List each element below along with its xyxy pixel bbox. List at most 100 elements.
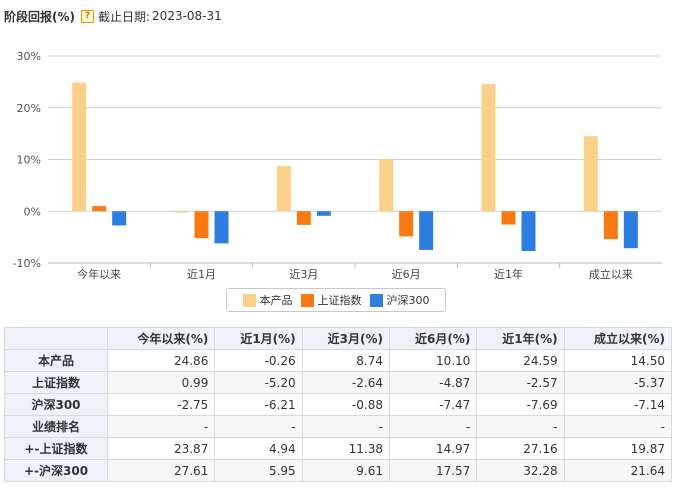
legend-swatch <box>369 293 383 307</box>
table-cell: - <box>388 415 478 438</box>
bar[interactable] <box>481 83 496 212</box>
table-header-cell: 今年以来(%) <box>106 327 216 350</box>
table-cell: 24.86 <box>106 349 216 372</box>
bar[interactable] <box>603 211 618 240</box>
table-row: +-沪深300 27.61 5.95 9.61 17.57 32.28 21.6… <box>4 459 673 482</box>
y-axis-ticks: 30% 20% 10% 0% -10% <box>13 50 41 270</box>
y-tick-label: 30% <box>17 50 41 63</box>
bar[interactable] <box>296 211 311 225</box>
legend-swatch <box>300 293 314 307</box>
bar[interactable] <box>379 158 394 212</box>
table-cell: 5.95 <box>214 459 303 482</box>
table-cell: -0.26 <box>214 349 303 372</box>
table-cell: -5.20 <box>214 371 303 394</box>
bars[interactable] <box>72 82 638 252</box>
bar[interactable] <box>623 211 638 249</box>
table-cell: -4.87 <box>388 371 478 394</box>
table-cell: -5.37 <box>563 371 673 394</box>
bar[interactable] <box>194 211 209 239</box>
bar[interactable] <box>92 206 107 212</box>
bar[interactable] <box>419 211 434 250</box>
legend-item-sse-index[interactable]: 上证指数 <box>300 292 362 308</box>
table-cell: 14.97 <box>388 437 478 460</box>
table-header-cell: 成立以来(%) <box>563 327 673 350</box>
x-tick-label: 近3月 <box>289 268 318 281</box>
table-header-cell: 近6月(%) <box>388 327 478 350</box>
legend-label: 本产品 <box>259 294 293 307</box>
bar[interactable] <box>174 211 189 213</box>
y-tick-label: -10% <box>13 257 41 270</box>
table-cell: 14.50 <box>563 349 673 372</box>
date-label: 截止日期: <box>98 9 151 24</box>
bar[interactable] <box>521 211 536 252</box>
table-header-cell: 近1年(%) <box>476 327 565 350</box>
table-cell: 8.74 <box>301 349 390 372</box>
legend-item-csi300[interactable]: 沪深300 <box>369 292 430 308</box>
bar[interactable] <box>501 211 516 225</box>
date-value: 2023-08-31 <box>152 9 222 23</box>
table-header-cell: 近1月(%) <box>214 327 303 350</box>
row-label: 业绩排名 <box>4 415 108 438</box>
table-cell: -6.21 <box>214 393 303 416</box>
x-tick-label: 近1月 <box>187 268 216 281</box>
bar[interactable] <box>399 211 414 237</box>
table-cell: 32.28 <box>476 459 565 482</box>
table-cell: 9.61 <box>301 459 390 482</box>
table-row: 业绩排名 - - - - - - <box>4 415 673 438</box>
performance-table: 今年以来(%) 近1月(%) 近3月(%) 近6月(%) 近1年(%) 成立以来… <box>4 327 673 482</box>
bar[interactable] <box>112 211 127 226</box>
row-label: 沪深300 <box>4 393 108 416</box>
table-cell: - <box>106 415 216 438</box>
table-header-cell <box>4 327 108 350</box>
bar[interactable] <box>214 211 229 244</box>
table-cell: 23.87 <box>106 437 216 460</box>
y-tick-label: 20% <box>17 102 41 115</box>
y-tick-label: 0% <box>24 205 41 218</box>
table-cell: 27.16 <box>476 437 565 460</box>
table-header-row: 今年以来(%) 近1月(%) 近3月(%) 近6月(%) 近1年(%) 成立以来… <box>4 327 673 350</box>
y-tick-label: 10% <box>17 154 41 167</box>
table-cell: - <box>214 415 303 438</box>
bar[interactable] <box>583 136 598 212</box>
x-tick-label: 今年以来 <box>77 267 121 281</box>
bar-chart: 30% 20% 10% 0% -10% 今年以来 近1月 近3月 近6月 近1年 成立以来 <box>13 50 662 281</box>
table-cell: 27.61 <box>106 459 216 482</box>
table-row: 本产品 24.86 -0.26 8.74 10.10 24.59 14.50 <box>4 349 673 372</box>
table-cell: 10.10 <box>388 349 478 372</box>
table-cell: - <box>301 415 390 438</box>
legend-label: 上证指数 <box>317 294 362 307</box>
x-axis-ticks: 今年以来 近1月 近3月 近6月 近1年 成立以来 <box>77 263 633 281</box>
table-cell: -2.64 <box>301 371 390 394</box>
legend-label: 沪深300 <box>386 294 430 307</box>
table-row: 沪深300 -2.75 -6.21 -0.88 -7.47 -7.69 -7.1… <box>4 393 673 416</box>
table-row: 上证指数 0.99 -5.20 -2.64 -4.87 -2.57 -5.37 <box>4 371 673 394</box>
x-tick-label: 近6月 <box>392 268 421 281</box>
chart-header: 阶段回报(%) ? 截止日期: 2023-08-31 <box>4 7 222 25</box>
table-cell: 11.38 <box>301 437 390 460</box>
question-icon[interactable]: ? <box>81 9 94 23</box>
legend-swatch <box>242 293 256 307</box>
row-label: 本产品 <box>4 349 108 372</box>
table-cell: -2.75 <box>106 393 216 416</box>
table-header-cell: 近3月(%) <box>301 327 390 350</box>
legend-item-product[interactable]: 本产品 <box>242 292 293 308</box>
grid-lines <box>48 55 662 264</box>
table-cell: 17.57 <box>388 459 478 482</box>
table-row: +-上证指数 23.87 4.94 11.38 14.97 27.16 19.8… <box>4 437 673 460</box>
bar[interactable] <box>276 166 291 212</box>
table-cell: 19.87 <box>563 437 673 460</box>
row-label: 上证指数 <box>4 371 108 394</box>
table-cell: -7.69 <box>476 393 565 416</box>
table-cell: 24.59 <box>476 349 565 372</box>
chart-legend: 本产品 上证指数 沪深300 <box>226 288 446 312</box>
row-label: +-沪深300 <box>4 459 108 482</box>
table-cell: 21.64 <box>563 459 673 482</box>
table-cell: -7.47 <box>388 393 478 416</box>
bar[interactable] <box>72 82 87 212</box>
table-cell: 4.94 <box>214 437 303 460</box>
table-cell: 0.99 <box>106 371 216 394</box>
bar[interactable] <box>316 211 331 216</box>
table-cell: -2.57 <box>476 371 565 394</box>
table-cell: -0.88 <box>301 393 390 416</box>
x-tick-label: 成立以来 <box>589 267 633 281</box>
